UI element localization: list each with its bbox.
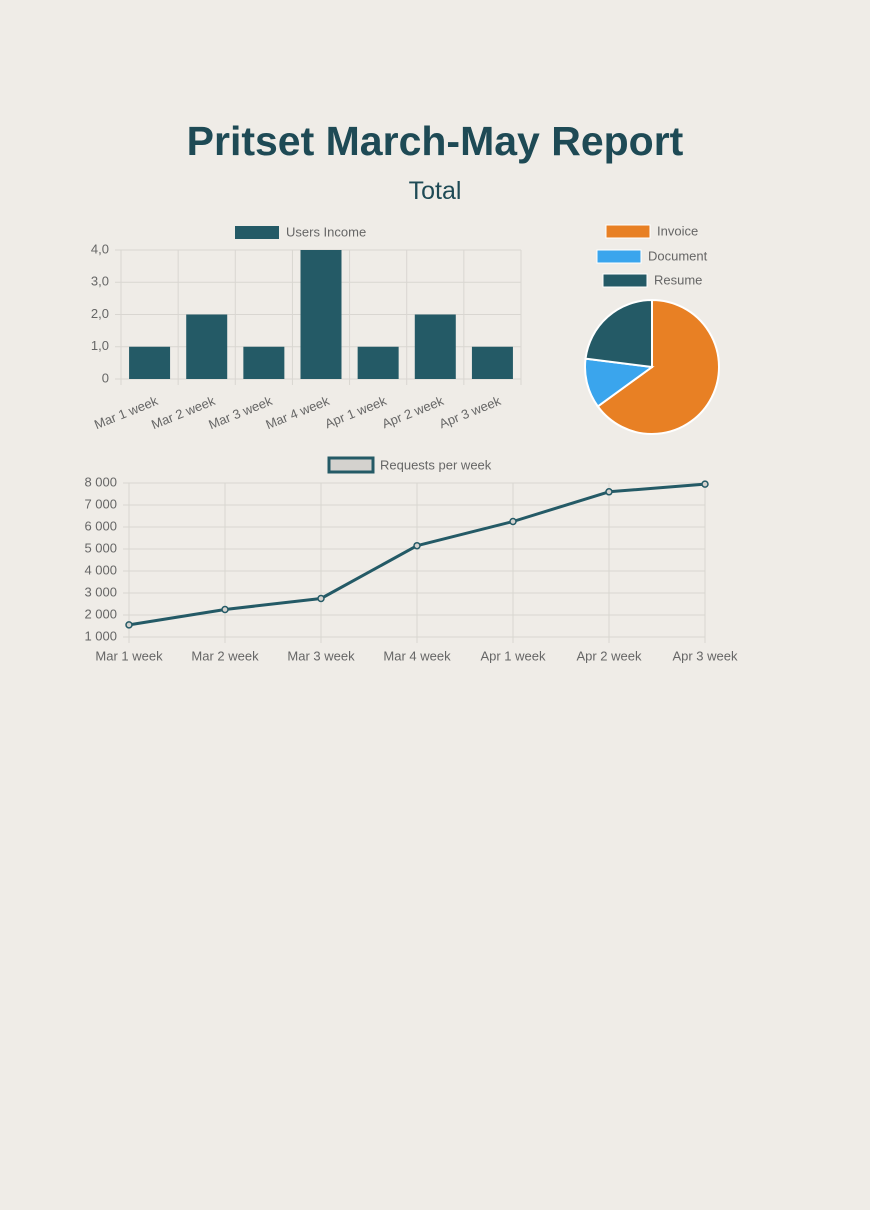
x-tick-label: Mar 1 week (92, 393, 160, 432)
line-chart: Requests per week 1 000 2 000 3 000 4 000 5 0… (84, 456, 738, 663)
pie-chart: Invoice Document Resume (584, 223, 720, 435)
bar-1 (129, 346, 171, 379)
legend-label-requests: Requests per week (380, 457, 492, 472)
line-point-5 (509, 517, 517, 526)
y-tick-label: 6 000 (84, 518, 117, 533)
x-tick-label: Apr 3 week (672, 648, 738, 663)
page-subtitle: Total (408, 177, 462, 205)
y-tick-label: 2 000 (84, 606, 117, 621)
legend-label-invoice: Invoice (657, 223, 698, 238)
pie-slice-resume (584, 298, 653, 369)
x-tick-label: Mar 3 week (287, 648, 355, 663)
x-tick-label: Mar 3 week (206, 393, 274, 432)
x-tick-label: Apr 3 week (437, 393, 503, 431)
x-tick-label: Apr 1 week (323, 393, 389, 431)
pie-slice-invoice (596, 298, 720, 435)
bar-2 (186, 314, 228, 379)
page-title: Pritset March-May Report (186, 118, 684, 164)
bar-3 (243, 346, 285, 379)
y-tick-label: 4,0 (91, 241, 109, 256)
x-tick-label: Apr 2 week (380, 393, 446, 431)
legend-swatch-users-income (235, 226, 279, 239)
line-point-2 (221, 605, 229, 614)
line-point-7 (701, 480, 709, 488)
legend-label-document: Document (648, 248, 708, 263)
legend-label-resume: Resume (654, 272, 702, 287)
x-tick-label: Apr 2 week (576, 648, 642, 663)
y-tick-label: 3 000 (84, 584, 117, 599)
y-tick-label: 5 000 (84, 540, 117, 555)
line-point-1 (125, 621, 133, 629)
line-point-4 (413, 541, 421, 550)
x-tick-label: Mar 2 week (149, 393, 217, 432)
y-tick-label: 8 000 (84, 474, 117, 489)
bar-4 (300, 250, 342, 379)
legend-swatch-document (596, 249, 642, 264)
bar-5 (357, 346, 399, 379)
bar-6 (414, 314, 456, 379)
x-tick-label: Mar 1 week (95, 648, 163, 663)
x-tick-label: Mar 4 week (383, 648, 451, 663)
y-tick-label: 4 000 (84, 562, 117, 577)
y-tick-label: 1,0 (91, 338, 109, 353)
x-tick-label: Mar 2 week (191, 648, 259, 663)
x-tick-label: Apr 1 week (480, 648, 546, 663)
line-point-3 (317, 594, 325, 603)
bar-7 (471, 346, 513, 379)
y-tick-label: 1 000 (84, 628, 117, 643)
line-point-6 (605, 488, 613, 496)
legend-swatch-resume (602, 273, 648, 288)
y-tick-label: 3,0 (91, 274, 109, 289)
legend-swatch-requests (327, 456, 375, 474)
legend-swatch-invoice (605, 224, 651, 239)
y-tick-label: 7 000 (84, 496, 117, 511)
y-tick-label: 2,0 (91, 306, 109, 321)
x-tick-label: Mar 4 week (263, 393, 331, 432)
legend-label-users-income: Users Income (286, 224, 366, 239)
y-tick-label: 0 (102, 370, 109, 385)
